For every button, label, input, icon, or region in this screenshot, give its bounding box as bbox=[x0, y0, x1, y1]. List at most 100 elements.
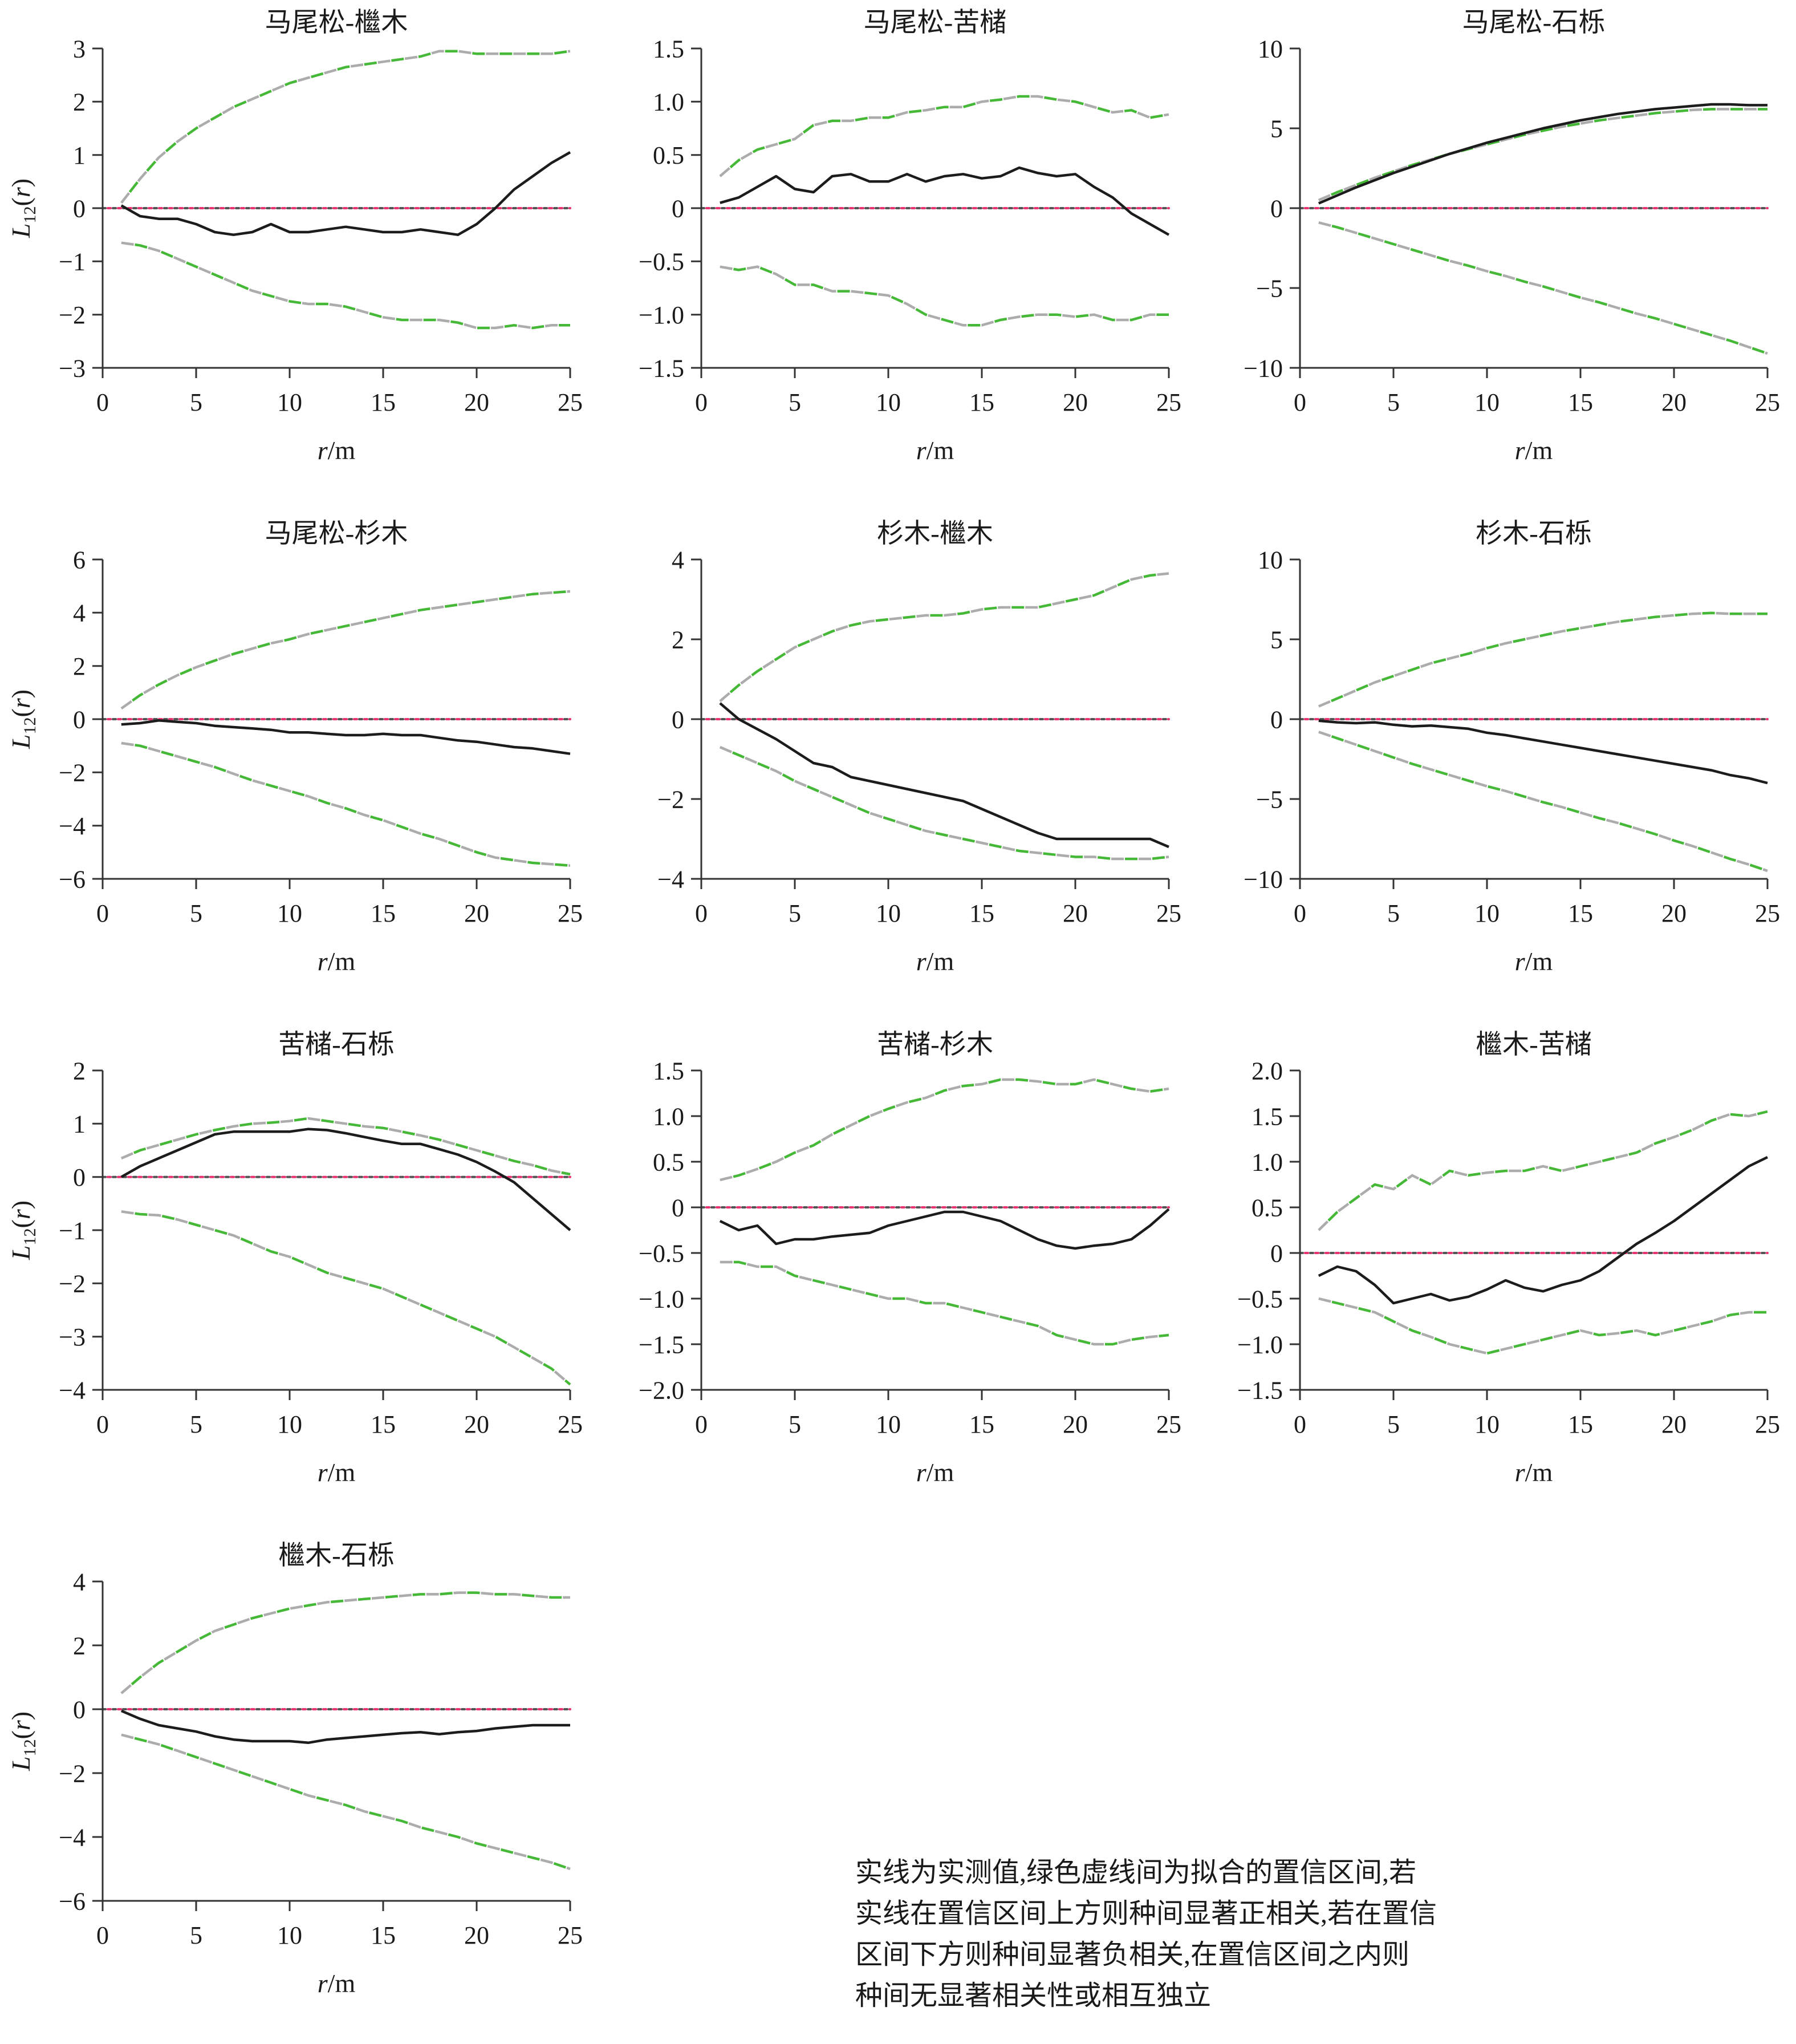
upper-envelope-line-gray bbox=[720, 1078, 1169, 1182]
y-axis-label: L12(r) bbox=[6, 1712, 39, 1771]
subplot-3: 10 5 0 −5 −10 0 5 10 15 20 25 马尾松-石栎 r/m bbox=[1197, 0, 1796, 511]
observed-line bbox=[720, 166, 1170, 236]
x-tick-label: 20 bbox=[464, 1410, 489, 1438]
x-axis-label: r/m bbox=[916, 947, 954, 976]
y-tick-label: −6 bbox=[59, 865, 86, 893]
y-axis-label: L12(r) bbox=[6, 179, 39, 238]
x-tick-label: 10 bbox=[876, 388, 901, 416]
y-tick-label: 1.5 bbox=[1251, 1102, 1283, 1130]
x-tick-label: 0 bbox=[96, 899, 109, 927]
x-tick-label: 10 bbox=[277, 388, 302, 416]
y-tick-label: 4 bbox=[672, 546, 684, 574]
y-tick-label: −2 bbox=[59, 1759, 86, 1787]
lower-envelope-line-green bbox=[720, 1260, 1169, 1346]
x-tick-label: 10 bbox=[277, 899, 302, 927]
y-tick-label: 10 bbox=[1258, 546, 1283, 574]
y-tick-label: −2 bbox=[59, 759, 86, 787]
upper-envelope-line-gray bbox=[719, 572, 1169, 703]
y-tick-label: 4 bbox=[73, 599, 86, 627]
y-tick-label: 0.5 bbox=[653, 1148, 684, 1176]
y-tick-label: −4 bbox=[657, 865, 684, 893]
upper-envelope-line-green bbox=[719, 95, 1169, 177]
x-axis-label: r/m bbox=[1515, 1458, 1553, 1487]
x-tick-label: 0 bbox=[1294, 1410, 1306, 1438]
y-tick-label: −0.5 bbox=[639, 248, 684, 276]
upper-envelope-line-gray bbox=[120, 1117, 571, 1176]
subplot-8: 1.5 1.0 0.5 0 −0.5 −1.0 −1.5 −2.0 0 5 10 15 20 25 苦槠-杉… bbox=[599, 1022, 1197, 1533]
x-tick-label: 0 bbox=[96, 1921, 109, 1949]
chart-title: 马尾松-檵木 bbox=[265, 8, 408, 38]
y-tick-label: 0 bbox=[672, 1194, 684, 1222]
y-tick-label: 1.5 bbox=[653, 1057, 684, 1085]
upper-envelope-line-gray bbox=[120, 1591, 570, 1694]
x-tick-label: 25 bbox=[1755, 388, 1780, 416]
y-tick-label: 3 bbox=[73, 35, 86, 63]
x-tick-label: 25 bbox=[1156, 899, 1181, 927]
x-tick-label: 15 bbox=[371, 1921, 396, 1949]
lower-envelope-line-gray bbox=[121, 1210, 571, 1386]
y-tick-label: 2 bbox=[672, 626, 684, 654]
x-tick-label: 0 bbox=[1294, 388, 1306, 416]
figure-caption-note: 实线为实测值,绿色虚线间为拟合的置信区间,若 实线在置信区间上方则种间显著正相关… bbox=[855, 1858, 1437, 2011]
x-tick-label: 0 bbox=[96, 1410, 109, 1438]
y-tick-label: −3 bbox=[59, 354, 86, 382]
x-tick-label: 15 bbox=[969, 388, 994, 416]
y-tick-label: 0.5 bbox=[1251, 1194, 1283, 1222]
y-tick-label: 2 bbox=[73, 652, 86, 680]
y-tick-label: 0 bbox=[1270, 194, 1283, 222]
chart-svg: 1.5 1.0 0.5 0 −0.5 −1.0 −1.5 −2.0 0 5 10 15 20 25 苦槠-杉… bbox=[639, 1030, 1181, 1487]
lower-envelope-line-gray bbox=[719, 745, 1169, 861]
chart-title: 檵木-石栎 bbox=[278, 1541, 395, 1571]
chart-title: 苦槠-杉木 bbox=[877, 1030, 993, 1060]
chart-title: 杉木-檵木 bbox=[877, 519, 993, 549]
upper-envelope-line-gray bbox=[719, 95, 1169, 177]
x-tick-label: 25 bbox=[558, 388, 583, 416]
y-tick-label: 2.0 bbox=[1251, 1057, 1283, 1085]
x-tick-label: 25 bbox=[1156, 388, 1181, 416]
y-tick-label: 0.5 bbox=[653, 141, 684, 169]
y-tick-label: −1 bbox=[59, 248, 86, 276]
y-tick-label: −5 bbox=[1256, 785, 1283, 813]
y-tick-label: 0 bbox=[672, 705, 684, 733]
y-tick-label: −1.0 bbox=[639, 301, 684, 329]
y-tick-label: −4 bbox=[59, 1823, 86, 1851]
x-tick-label: 10 bbox=[1474, 1410, 1500, 1438]
y-tick-label: −1.0 bbox=[1237, 1331, 1283, 1358]
lower-envelope-line-green bbox=[720, 265, 1169, 327]
lower-envelope-line-green bbox=[1318, 221, 1768, 355]
x-tick-label: 10 bbox=[876, 899, 901, 927]
subplot-4: 6 4 2 0 −2 −4 −6 0 5 10 15 20 25 马尾松-杉木 r/m L12(r) bbox=[0, 511, 599, 1022]
chart-title: 檵木-苦槠 bbox=[1476, 1030, 1592, 1060]
subplot-9: 2.0 1.5 1.0 0.5 0 −0.5 −1.0 −1.5 0 5 10 15 20 25 檵木-苦槠… bbox=[1197, 1022, 1796, 1533]
x-axis-label: r/m bbox=[1515, 436, 1553, 465]
upper-envelope-line-gray bbox=[1318, 611, 1767, 708]
observed-line bbox=[1318, 719, 1768, 785]
observed-line bbox=[719, 702, 1169, 849]
y-tick-label: 1 bbox=[73, 141, 86, 169]
x-tick-label: 5 bbox=[1387, 1410, 1400, 1438]
subplot-2: 1.5 1.0 0.5 0 −0.5 −1.0 −1.5 0 5 10 15 20 25 马尾松-苦槠 r/… bbox=[599, 0, 1197, 511]
x-tick-label: 10 bbox=[277, 1410, 302, 1438]
upper-envelope-line-green bbox=[719, 572, 1169, 703]
chart-svg: 2.0 1.5 1.0 0.5 0 −0.5 −1.0 −1.5 0 5 10 15 20 25 檵木-苦槠… bbox=[1237, 1030, 1780, 1487]
y-tick-label: −2 bbox=[59, 301, 86, 329]
lower-envelope-line-green bbox=[121, 741, 571, 867]
x-tick-label: 5 bbox=[1387, 899, 1400, 927]
observed-line bbox=[120, 1709, 570, 1745]
x-tick-label: 5 bbox=[190, 899, 202, 927]
y-tick-label: 0 bbox=[1270, 1239, 1283, 1267]
lower-envelope-line-gray bbox=[121, 741, 571, 867]
x-tick-label: 0 bbox=[695, 388, 708, 416]
y-tick-label: 0 bbox=[672, 194, 684, 222]
x-tick-label: 25 bbox=[558, 899, 583, 927]
y-tick-label: −1.0 bbox=[639, 1285, 684, 1313]
x-tick-label: 25 bbox=[558, 1921, 583, 1949]
x-tick-label: 15 bbox=[969, 899, 994, 927]
observed-line bbox=[121, 719, 571, 755]
x-tick-label: 5 bbox=[789, 388, 801, 416]
y-tick-label: 1.5 bbox=[653, 35, 684, 63]
